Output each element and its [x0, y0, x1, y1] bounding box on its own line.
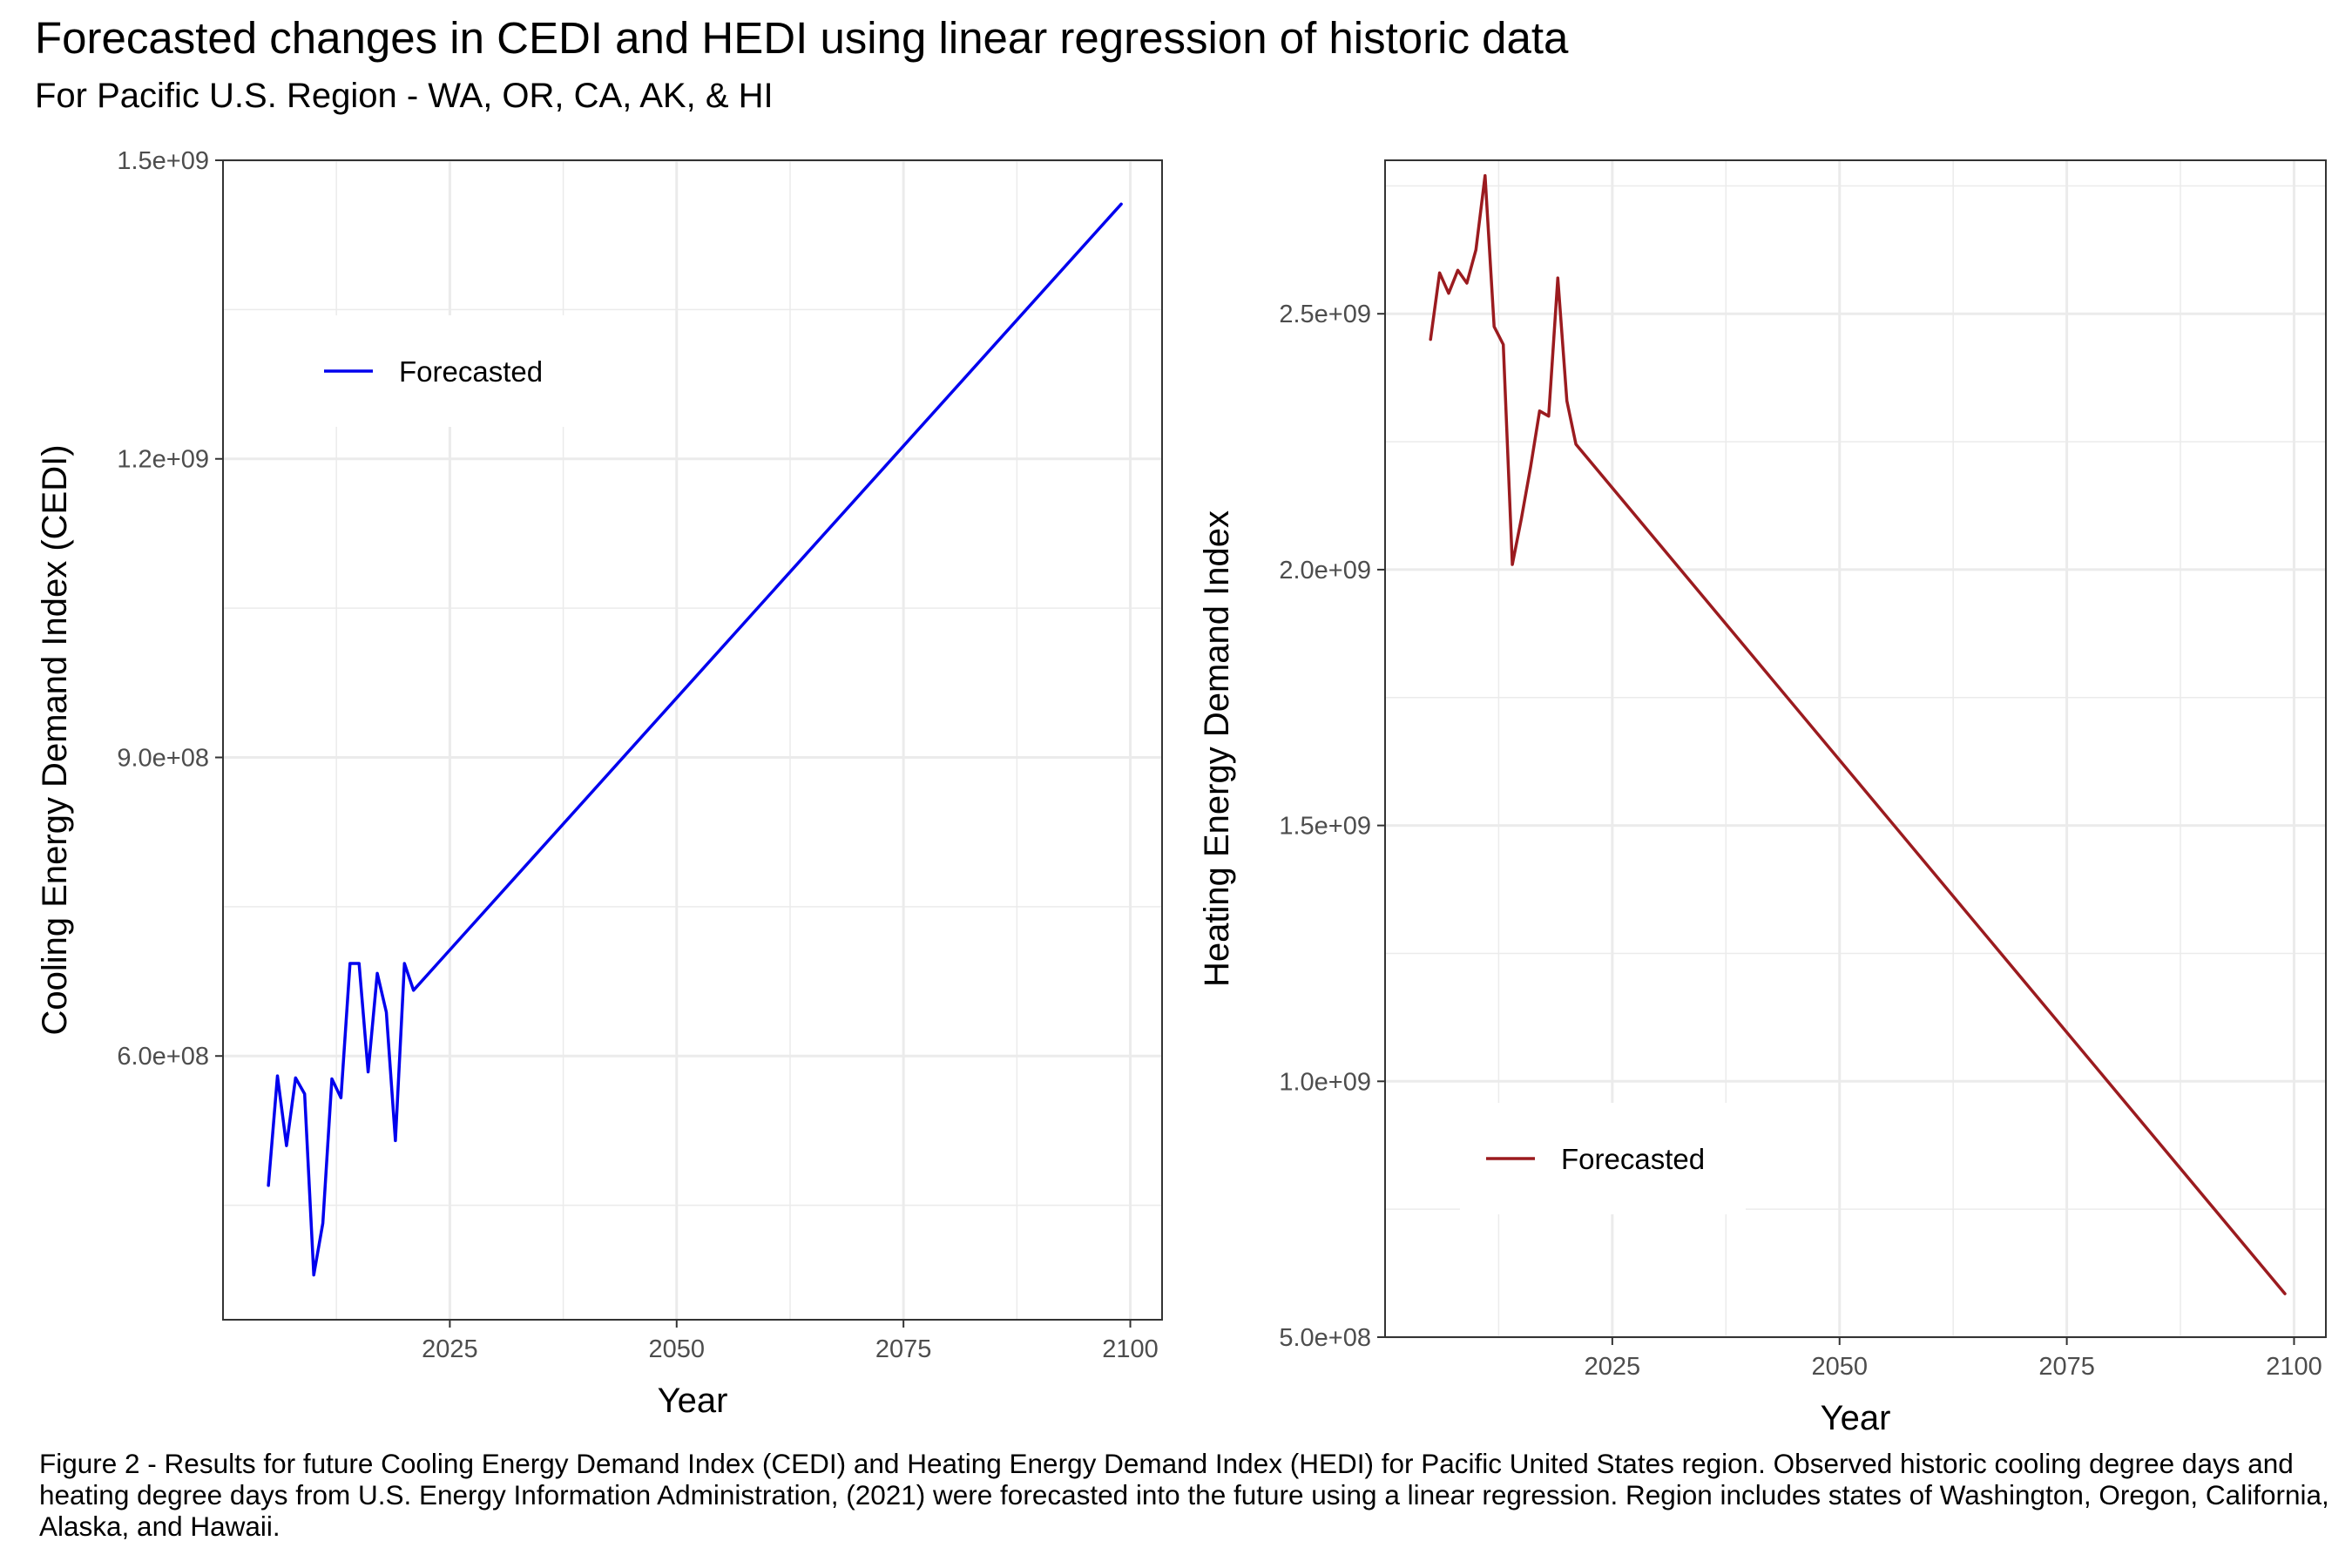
y-axis-title: Cooling Energy Demand Index (CEDI) [36, 444, 74, 1035]
x-tick-label: 2075 [2038, 1353, 2095, 1381]
panel-border [1384, 159, 2327, 1338]
x-tick-label: 2100 [2266, 1353, 2322, 1381]
x-tick-label: 2050 [1811, 1353, 1868, 1381]
y-tick-label: 1.0e+09 [1279, 1068, 1371, 1096]
y-tick-label: 2.0e+09 [1279, 557, 1371, 585]
legend-entry-label: Forecasted [399, 355, 543, 388]
y-tick-label: 6.0e+08 [117, 1043, 209, 1071]
y-tick-label: 5.0e+08 [1279, 1324, 1371, 1352]
panel-border [222, 159, 1163, 1321]
x-tick-label: 2025 [422, 1335, 478, 1363]
series-line-forecasted [267, 202, 1123, 1277]
x-tick-label: 2050 [649, 1335, 706, 1363]
y-tick-label: 1.2e+09 [117, 446, 209, 474]
page-title: Forecasted changes in CEDI and HEDI usin… [35, 13, 1569, 63]
x-axis-title: Year [1821, 1399, 1891, 1437]
y-axis-title: Heating Energy Demand Index [1198, 510, 1236, 987]
page-subtitle: For Pacific U.S. Region - WA, OR, CA, AK… [35, 77, 774, 115]
x-tick-label: 2025 [1585, 1353, 1641, 1381]
legend-entry-label: Forecasted [1561, 1143, 1705, 1175]
series-line-forecasted [1429, 173, 2287, 1295]
x-tick-label: 2075 [875, 1335, 932, 1363]
hedi-chart: Forecasted 2025 2050 2075 2100 5.0e+08 1.0e+09… [1198, 159, 2327, 1437]
y-tick-label: 1.5e+09 [1279, 813, 1371, 841]
y-tick-label: 1.5e+09 [117, 147, 209, 175]
y-tick-label: 2.5e+09 [1279, 301, 1371, 328]
x-axis-title: Year [658, 1382, 728, 1420]
cedi-chart: Forecasted 2025 2050 2075 2100 6.0e+08 9.0e+08… [36, 147, 1163, 1420]
figure-caption: Figure 2 - Results for future Cooling En… [39, 1448, 2329, 1542]
y-tick-label: 9.0e+08 [117, 744, 209, 772]
x-tick-label: 2100 [1102, 1335, 1159, 1363]
